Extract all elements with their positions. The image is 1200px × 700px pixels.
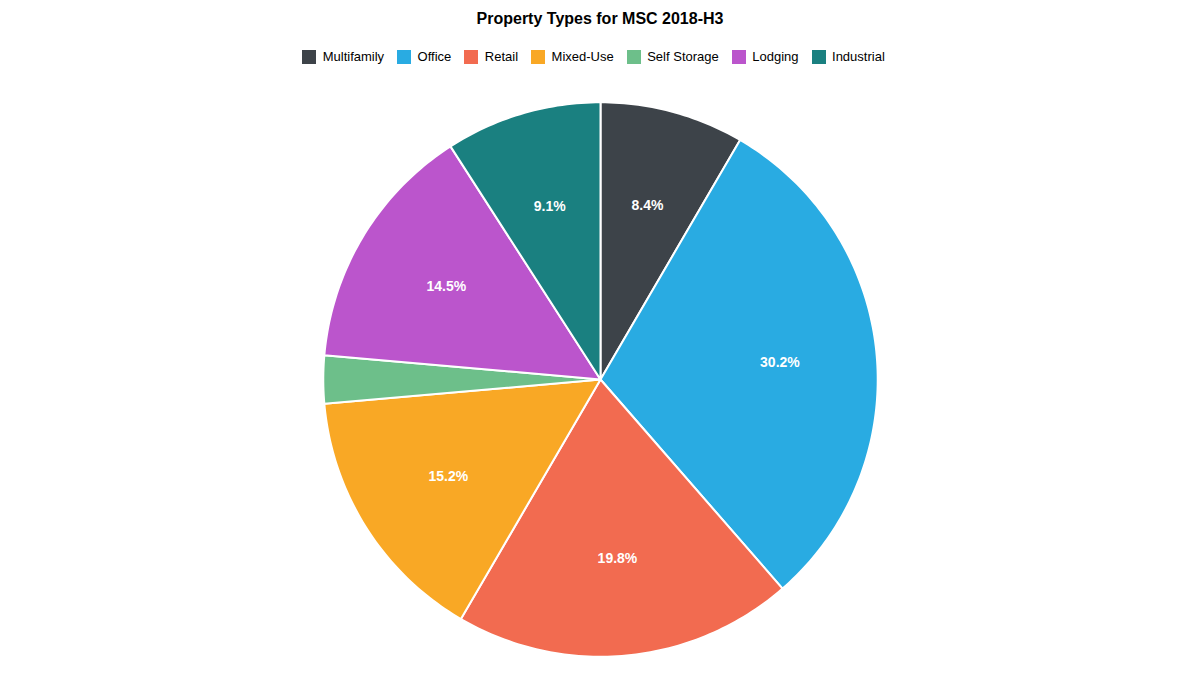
html-text:Office: Office bbox=[417, 49, 452, 64]
html-text:Multifamily: Multifamily bbox=[322, 49, 385, 64]
svg-text:19.8%: 19.8% bbox=[598, 550, 638, 566]
html-text:Lodging: Lodging bbox=[752, 49, 799, 64]
svg-text:9.1%: 9.1% bbox=[534, 198, 566, 214]
svg-text:8.4%: 8.4% bbox=[632, 197, 664, 213]
html-text:Industrial: Industrial bbox=[832, 49, 885, 64]
svg-text:14.5%: 14.5% bbox=[426, 277, 466, 293]
html-text:Self Storage: Self Storage bbox=[647, 49, 719, 64]
html-text:Retail: Retail bbox=[484, 49, 519, 64]
html-text:Property Types for MSC 2018-H3: Property Types for MSC 2018-H3 bbox=[476, 10, 724, 27]
svg-text:30.2%: 30.2% bbox=[760, 354, 800, 370]
html-text:Mixed-Use: Mixed-Use bbox=[551, 49, 614, 64]
svg-text:15.2%: 15.2% bbox=[429, 467, 469, 483]
